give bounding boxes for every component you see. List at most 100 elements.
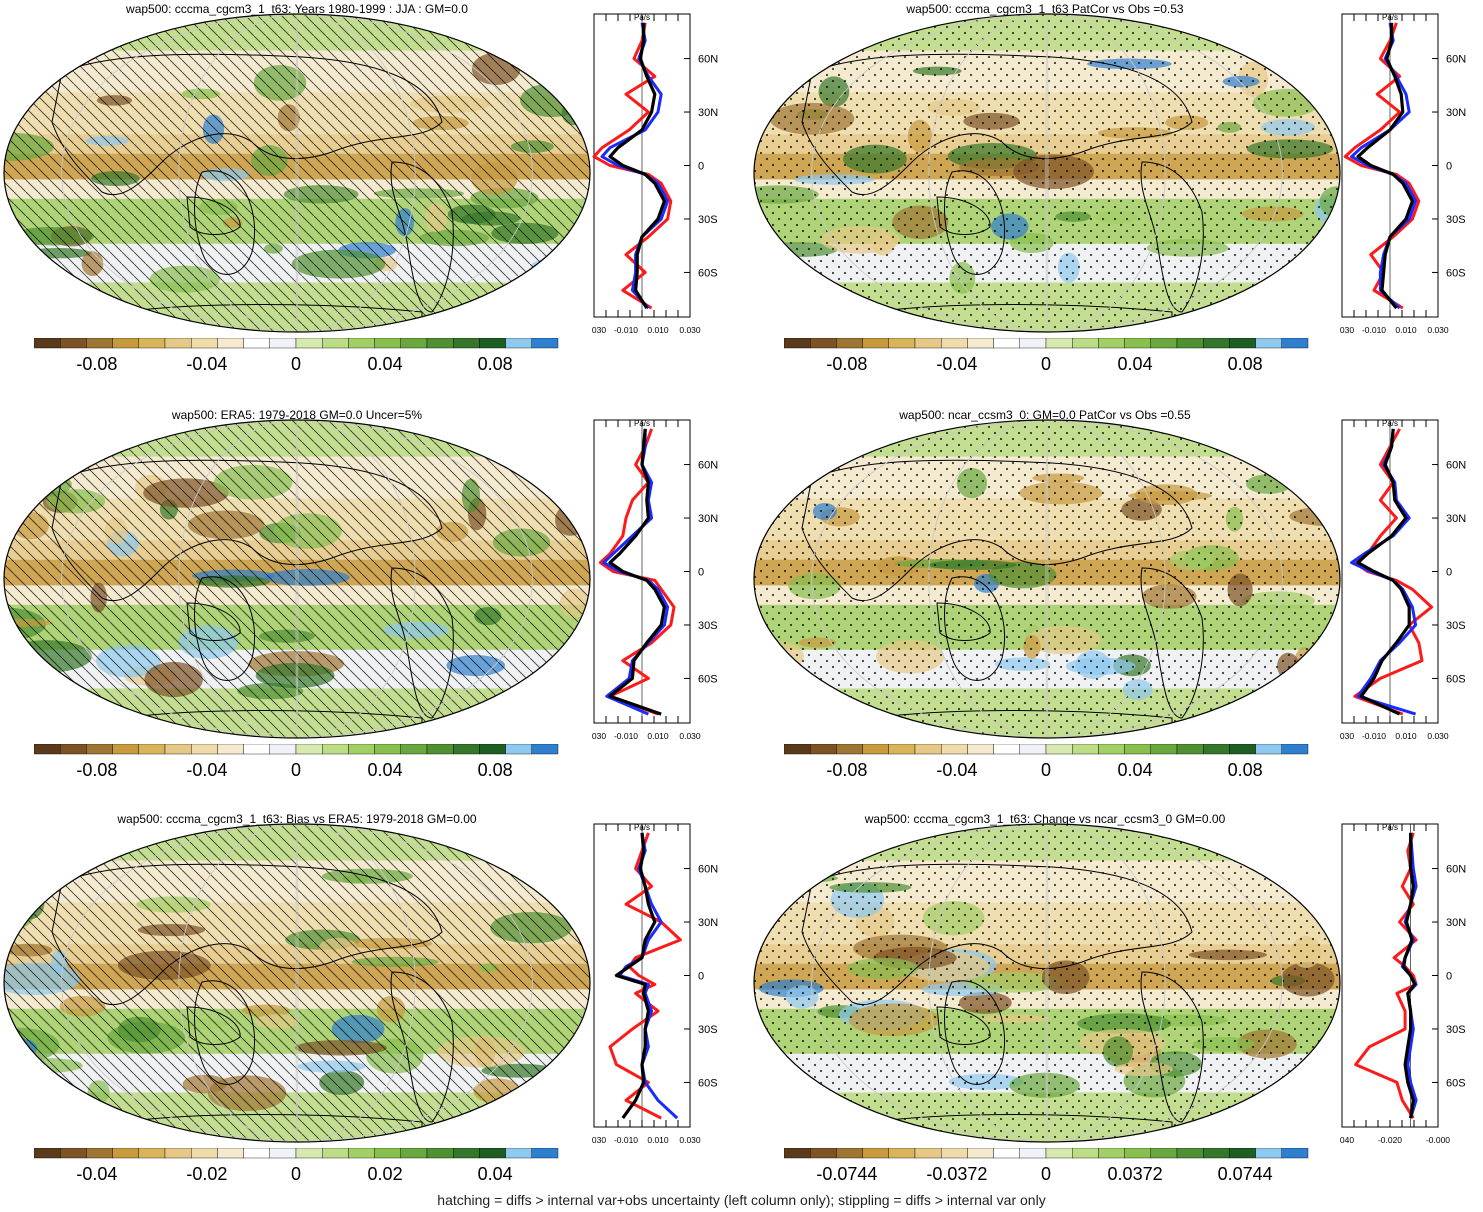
colorbar-swatch (112, 338, 139, 349)
colorbar-swatch (993, 1148, 1021, 1159)
profile-ytick: 60N (1446, 864, 1466, 876)
colorbar-swatch (190, 744, 218, 755)
colorbar-swatch (1150, 744, 1178, 755)
colorbar-swatch (190, 338, 218, 349)
profile-xtick: -0.030 (1340, 325, 1354, 335)
colorbar-swatch (322, 338, 349, 349)
colorbar-swatch (784, 338, 811, 349)
colorbar-swatch (1072, 1148, 1099, 1159)
profile-ytick: 30N (698, 107, 718, 119)
colorbar-tick-label: -0.0744 (816, 1164, 877, 1184)
profile-ytick: 30S (1446, 1024, 1466, 1036)
colorbar-tick-label: 0.04 (368, 354, 403, 374)
colorbar-swatch (295, 744, 323, 755)
colorbar-swatch (34, 338, 61, 349)
profile-ytick: 60N (1446, 54, 1466, 66)
colorbar-tick-label: 0.08 (1228, 354, 1263, 374)
profile-xtick: 0.030 (679, 1135, 701, 1145)
map-title: wap500: ERA5: 1979-2018 GM=0.0 Uncer=5% (171, 408, 423, 422)
map-title: wap500: cccma_cgcm3_1_t63: Years 1980-19… (126, 2, 468, 16)
profile-ytick: 60S (1446, 267, 1466, 279)
profile-ytick: 30N (1446, 107, 1466, 119)
colorbar-swatch (940, 1148, 968, 1159)
colorbar-tick-label: 0 (1041, 760, 1051, 780)
colorbar-tick-label: 0.04 (478, 1164, 513, 1184)
colorbar-swatch (993, 338, 1021, 349)
colorbar-swatch (295, 1148, 323, 1159)
colorbar-swatch (836, 744, 863, 755)
profile-series-line (618, 832, 679, 1120)
colorbar-swatch (426, 744, 454, 755)
colorbar-swatch (112, 744, 139, 755)
profile-xtick: 0.030 (1427, 731, 1449, 741)
profile-ytick: 30N (1446, 917, 1466, 929)
colorbar-swatch (1281, 744, 1309, 755)
colorbar-swatch (426, 1148, 454, 1159)
colorbar-swatch (243, 1148, 271, 1159)
profile-ytick: 30S (698, 1024, 718, 1036)
colorbar-swatch (914, 744, 942, 755)
colorbar-tick-label: -0.08 (76, 354, 117, 374)
footer-note: hatching = diffs > internal var+obs unce… (437, 1192, 1046, 1208)
profile-ytick: 60S (698, 673, 718, 685)
colorbar-swatch (1176, 1148, 1204, 1159)
colorbar-swatch (269, 744, 297, 755)
colorbar-swatch (453, 744, 480, 755)
profile-ytick: 60S (698, 1077, 718, 1089)
profile-xtick: 0.030 (1427, 325, 1449, 335)
colorbar-swatch (531, 338, 559, 349)
colorbar-swatch (1203, 338, 1230, 349)
colorbar-swatch (322, 744, 349, 755)
world-map (3, 419, 591, 739)
world-map (753, 13, 1341, 333)
profile-xtick: -0.010 (614, 731, 638, 741)
profile-ytick: 60N (698, 460, 718, 472)
colorbar-swatch (348, 338, 375, 349)
colorbar-tick-label: 0 (291, 354, 301, 374)
colorbar-swatch (479, 1148, 506, 1159)
colorbar-swatch (505, 338, 533, 349)
colorbar-swatch (164, 338, 192, 349)
profile-series-line (608, 832, 682, 1120)
colorbar-tick-label: 0.08 (478, 760, 513, 780)
profile-series-line (1356, 22, 1414, 310)
colorbar-swatch (967, 744, 994, 755)
colorbar-swatch (322, 1148, 349, 1159)
colorbar-swatch (888, 338, 916, 349)
colorbar-swatch (426, 338, 454, 349)
colorbar-swatch (1045, 744, 1073, 755)
profile-ytick: 0 (698, 567, 704, 579)
colorbar-swatch (217, 338, 244, 349)
colorbar-tick-label: -0.08 (826, 354, 867, 374)
colorbar-swatch (217, 744, 244, 755)
colorbar-swatch (374, 338, 402, 349)
colorbar-swatch (190, 1148, 218, 1159)
colorbar-tick-label: -0.08 (826, 760, 867, 780)
profile-ytick: 60N (698, 54, 718, 66)
colorbar-swatch (1229, 1148, 1256, 1159)
colorbar-tick-label: 0.08 (1228, 760, 1263, 780)
colorbar-swatch (1124, 744, 1152, 755)
colorbar-swatch (295, 338, 323, 349)
colorbar-tick-label: 0 (291, 760, 301, 780)
colorbar-swatch (34, 1148, 61, 1159)
profile-xtick: 0.030 (679, 325, 701, 335)
profile-ytick: 30N (698, 513, 718, 525)
colorbar-swatch (1150, 338, 1178, 349)
colorbar-swatch (862, 744, 889, 755)
colorbar-swatch (862, 338, 889, 349)
colorbar-swatch (1124, 1148, 1152, 1159)
profile-xtick: 0.010 (647, 731, 669, 741)
colorbar-swatch (1019, 338, 1047, 349)
profile-ytick: 60S (698, 267, 718, 279)
colorbar: -0.08 -0.04 0 0.04 0.08 (34, 338, 559, 374)
profile-series-line (1356, 428, 1411, 716)
profile-xtick: 0.030 (679, 731, 701, 741)
colorbar-swatch (269, 1148, 297, 1159)
colorbar-tick-label: -0.04 (936, 354, 977, 374)
colorbar-swatch (810, 744, 837, 755)
